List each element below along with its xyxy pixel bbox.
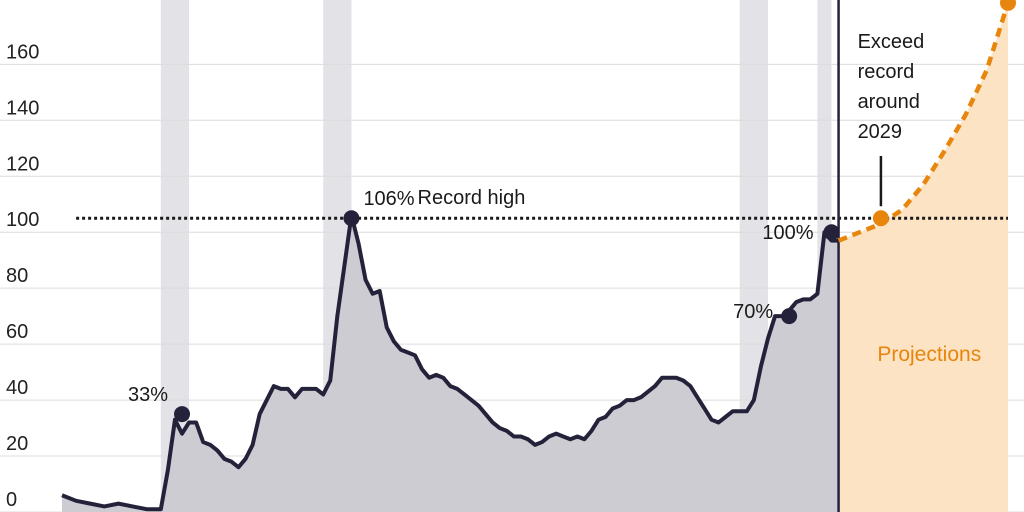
y-tick-label-6: 120	[6, 153, 39, 175]
point-label-70: 70%	[733, 301, 773, 323]
exceed-annotation-line-3: around	[858, 91, 920, 113]
exceed-annotation-line-2: record	[858, 61, 915, 83]
data-point-2	[781, 308, 798, 325]
projection-line	[837, 2, 1011, 243]
projection-area-group	[838, 2, 1008, 512]
point-label-33: 33%	[128, 384, 168, 406]
data-point-1	[343, 210, 360, 227]
y-tick-label-7: 140	[6, 97, 39, 119]
projection-area	[838, 2, 1008, 512]
y-tick-label-1: 20	[6, 433, 28, 455]
data-point-3	[823, 224, 840, 241]
y-tick-label-3: 60	[6, 321, 28, 343]
y-tick-label-8: 160	[6, 41, 39, 63]
data-point-0	[174, 406, 191, 423]
y-tick-label-5: 100	[6, 209, 39, 231]
historical-line	[61, 213, 839, 512]
point-label-100: 100%	[762, 222, 813, 244]
data-points	[174, 0, 1016, 423]
data-point-5	[1000, 0, 1016, 11]
series-lines	[61, 2, 1011, 512]
y-tick-label-0: 0	[6, 489, 17, 511]
y-axis-tick-labels: 0 20 40 60 80 100 120 140 160	[6, 41, 39, 511]
point-label-106: 106%	[363, 188, 414, 210]
exceed-annotation-line-1: Exceed	[858, 31, 925, 53]
y-tick-label-4: 80	[6, 265, 28, 287]
record-high-label: Record high	[418, 187, 526, 209]
y-tick-label-2: 40	[6, 377, 28, 399]
exceed-annotation-line-4: 2029	[858, 121, 903, 143]
data-point-4	[872, 210, 889, 227]
projections-label: Projections	[877, 343, 981, 366]
